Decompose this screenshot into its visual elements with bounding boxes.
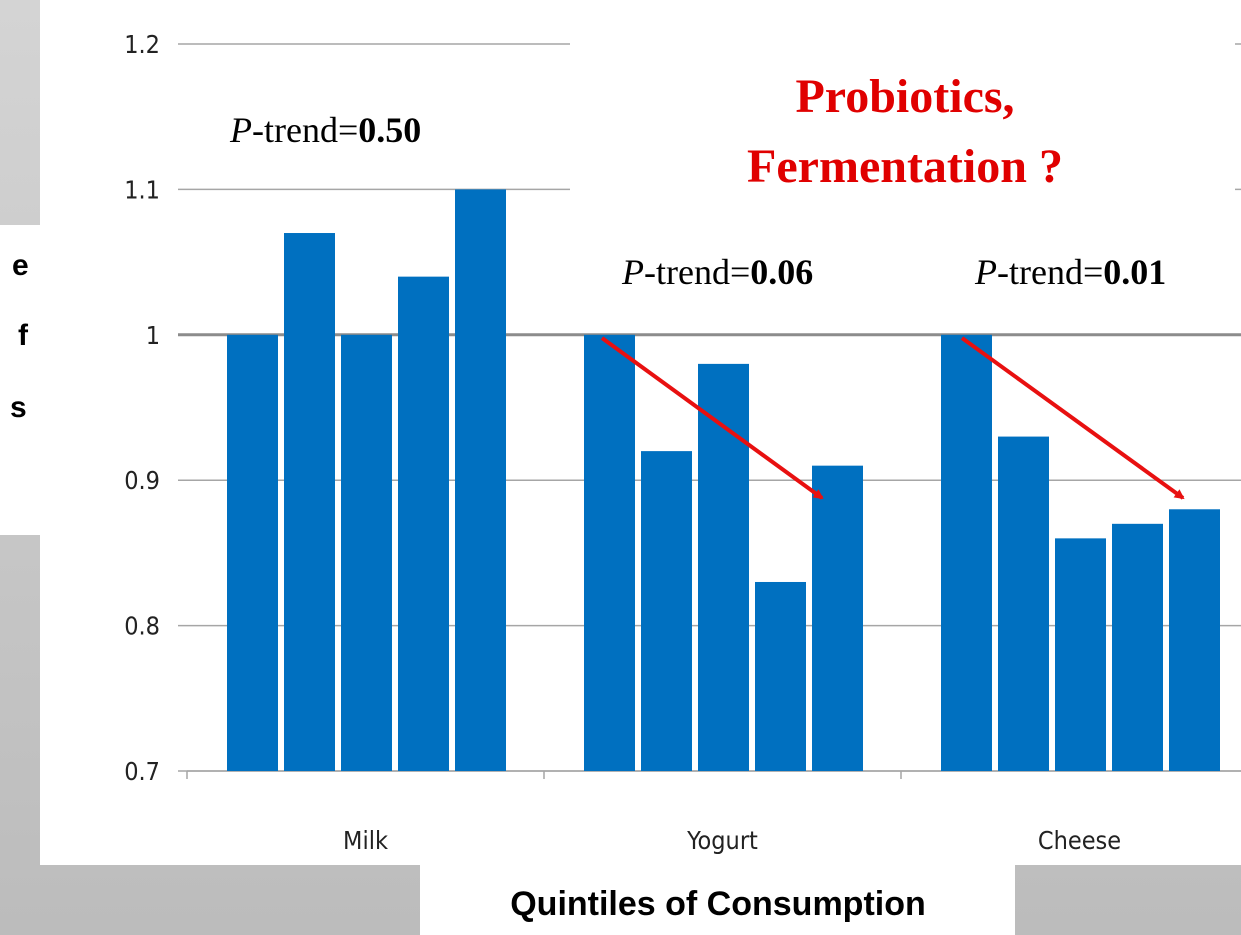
y-tick-label: 1	[146, 321, 160, 350]
x-axis-label: Quintiles of Consumption	[510, 885, 926, 923]
bar	[641, 451, 692, 771]
bar	[1055, 538, 1106, 771]
annotation-value: 0.06	[750, 252, 813, 292]
annotation-value: 0.01	[1103, 252, 1166, 292]
p-trend-annotation: P-trend=0.01	[974, 252, 1166, 292]
bar	[998, 436, 1049, 771]
title-backdrop	[570, 40, 1235, 195]
y-tick-label: 0.8	[124, 612, 160, 641]
title-line: Probiotics,	[795, 70, 1014, 123]
bar	[1112, 523, 1163, 771]
y-label-fragment: f	[18, 319, 29, 352]
y-tick-label: 0.9	[124, 466, 160, 495]
x-tick-label: Cheese	[1038, 826, 1121, 855]
bar	[284, 233, 335, 771]
bar	[455, 189, 506, 771]
label-panel	[0, 225, 40, 535]
bar	[755, 581, 806, 771]
bar	[398, 276, 449, 771]
plot: 0.7 0.8 0.9 1 1.1 1.2 Milk Yogurt Cheese	[124, 30, 1241, 855]
bar	[1169, 509, 1220, 771]
trend-arrow	[600, 336, 824, 500]
bar	[584, 334, 635, 771]
annotation-value: 0.50	[358, 110, 421, 150]
annotation-italic: P	[621, 252, 644, 292]
y-tick-label: 0.7	[124, 757, 160, 786]
p-trend-annotation: P-trend=0.50	[229, 110, 421, 150]
x-label-panel	[420, 865, 1015, 935]
annotation-text: -trend=	[997, 252, 1103, 292]
p-trend-annotation: P-trend=0.06	[621, 252, 813, 292]
x-tick-label: Milk	[343, 826, 388, 855]
y-tick-label: 1.1	[124, 175, 160, 204]
bar	[941, 334, 992, 771]
y-label-fragment: e	[12, 249, 29, 282]
y-label-fragment: s	[10, 391, 27, 424]
annotation-italic: P	[229, 110, 252, 150]
annotation-text: -trend=	[252, 110, 358, 150]
overlay: e f s Quintiles of Consumption P-trend=0…	[10, 40, 1235, 923]
x-tick-label: Yogurt	[686, 826, 758, 855]
annotation-italic: P	[974, 252, 997, 292]
bar	[341, 334, 392, 771]
bar	[698, 363, 749, 771]
bar	[812, 465, 863, 771]
bar	[227, 334, 278, 771]
annotation-text: -trend=	[644, 252, 750, 292]
trend-arrow	[960, 336, 1185, 500]
title-line: Fermentation ?	[747, 140, 1063, 193]
y-tick-label: 1.2	[124, 30, 160, 59]
